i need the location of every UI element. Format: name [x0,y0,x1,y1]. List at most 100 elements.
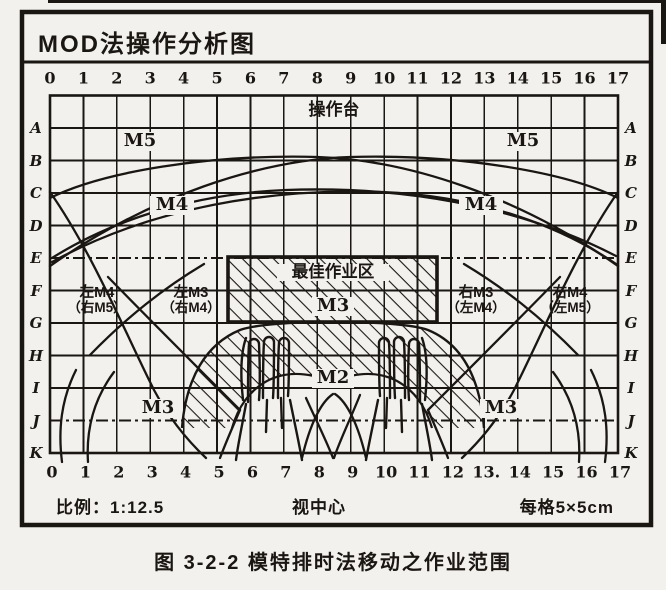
left-m4-line2: （右M5） [67,300,127,316]
m4-right-label: M4 [459,195,503,215]
left-row-C: C [30,184,42,202]
arc-foot-left-outer [59,368,78,464]
m4-left-label: M4 [150,195,194,215]
arc-descender-left [48,190,208,460]
arm-line-left [106,275,242,412]
left-m3-zone-label: 左M3 （右M4） [146,285,236,315]
bottom-tick-15: 15 [542,462,565,482]
left-row-K: K [29,444,43,462]
top-tick-12: 12 [439,68,463,88]
left-m4-line1: 左M4 [79,285,115,301]
arc-foot-right-outer [589,368,608,464]
right-row-F: F [625,281,637,300]
bottom-tick-5: 5 [213,462,225,482]
best-zone-label: 最佳作业区 [277,263,389,282]
bottom-tick-8: 8 [313,462,325,482]
right-hand-shape [364,335,434,462]
right-row-K: K [624,444,638,462]
right-row-A: A [625,119,637,137]
top-tick-11: 11 [406,68,429,88]
center-arch-left [300,392,335,460]
right-m4-zone-label: 右M4 （左M5） [524,285,616,316]
top-tick-0: 0 [44,68,56,88]
top-tick-5: 5 [211,68,223,88]
top-tick-8: 8 [311,68,323,88]
top-tick-9: 9 [345,68,357,88]
top-tick-17: 17 [606,68,630,88]
right-row-G: G [624,314,638,332]
right-row-D: D [624,216,638,235]
bottom-tick-4: 4 [180,462,192,482]
m3-bottom-right-label: M3 [480,398,522,418]
m2-dome-outline [180,320,486,429]
top-tick-4: 4 [178,68,190,88]
bottom-tick-7: 7 [280,462,292,482]
left-row-E: E [30,249,42,267]
right-row-C: C [625,184,637,202]
scan-smudge-right [661,0,666,44]
top-tick-13: 13 [473,68,496,88]
top-tick-16: 16 [573,68,596,88]
arc-foot-left-inner [86,370,116,464]
top-tick-1: 1 [77,68,89,88]
reach-arcs [48,155,620,464]
bottom-tick-14: 14 [508,462,531,482]
center-cross-left [304,396,335,460]
left-row-B: B [29,151,43,170]
m3-center-label: M3 [312,296,354,316]
m5-left-label: M5 [118,131,162,151]
view-center-label: 视中心 [292,498,346,517]
bottom-tick-9: 9 [347,462,359,482]
grid-border [48,94,620,455]
arm-end-right [426,408,450,460]
bottom-tick-12: 12 [441,462,465,482]
bottom-tick-16: 16 [575,462,598,482]
scale-label: 比例：1:12.5 [56,498,165,517]
right-row-J: J [627,411,635,430]
center-cross-right [332,393,362,460]
left-row-H: H [28,346,44,365]
top-tick-10: 10 [372,68,396,88]
arc-foot-right-inner [551,370,581,464]
bottom-tick-6: 6 [246,462,259,482]
bottom-tick-1: 1 [79,462,91,482]
arm-cross-right [462,262,580,357]
right-row-H: H [623,346,639,365]
right-m3-line1: 右M3 [458,285,494,301]
arm-end-left [218,408,242,460]
top-tick-2: 2 [111,68,123,88]
right-m4-line2: （左M5） [540,300,600,316]
diagram-title: MOD法操作分析图 [38,31,256,58]
right-row-I: I [627,379,635,397]
bottom-tick-2: 2 [113,462,125,482]
frame-border [19,9,654,528]
bottom-tick-11: 11 [408,462,431,482]
top-tick-15: 15 [540,68,563,88]
top-tick-7: 7 [278,68,290,88]
cell-size-label: 每格5×5cm [519,498,614,517]
right-m4-line1: 右M4 [552,285,588,301]
right-m3-line2: （左M4） [446,300,506,316]
figure-caption: 图 3-2-2 模特排时法移动之作业范围 [154,552,512,574]
m5-right-label: M5 [501,131,545,151]
m4-arc-right-hand [50,190,618,266]
left-row-A: A [30,119,42,137]
m5-arc-left-hand [48,155,620,268]
right-row-B: B [624,151,638,170]
left-row-F: F [30,281,42,300]
arc-descender-right [460,190,620,460]
top-tick-3: 3 [144,68,156,88]
left-row-G: G [29,314,43,332]
left-hand-shape [234,335,304,462]
left-m4-zone-label: 左M4 （右M5） [52,285,142,316]
arm-line-right [426,275,562,412]
right-row-E: E [625,249,637,267]
bottom-tick-3: 3 [146,462,158,482]
operation-table-label: 操作台 [308,100,360,119]
left-m3-line1: 左M3 [173,285,209,301]
m4-arc-left-hand [50,188,618,260]
right-m3-zone-label: 右M3 （左M4） [430,285,522,316]
bottom-tick-0: 0 [46,462,58,482]
m3-bottom-left-label: M3 [137,398,179,418]
